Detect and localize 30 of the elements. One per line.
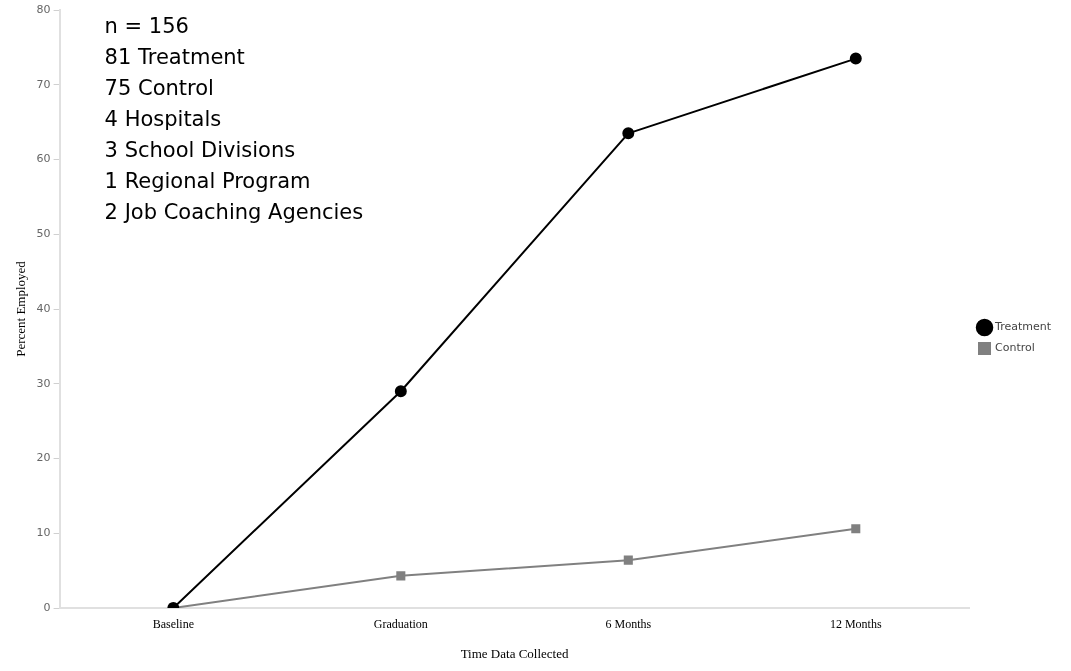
- legend-label: Treatment: [994, 320, 1052, 334]
- y-axis-title: Percent Employed: [13, 260, 29, 357]
- y-tick-label: 20: [36, 451, 51, 465]
- x-tick-label: Baseline: [152, 617, 194, 632]
- y-tick-label: 80: [36, 2, 51, 16]
- point: [849, 52, 862, 65]
- point: [623, 555, 633, 565]
- x-tick-label: Graduation: [373, 617, 428, 632]
- y-tick-label: 10: [36, 526, 51, 540]
- annotation: 1 Regional Program: [104, 169, 311, 194]
- point: [851, 524, 861, 534]
- x-axis-title: Time Data Collected: [460, 645, 569, 661]
- y-tick-label: 40: [36, 301, 51, 315]
- annotation: 81 Treatment: [104, 45, 245, 70]
- x-tick-label: 12 Months: [829, 617, 882, 632]
- annotation: 4 Hospitals: [104, 107, 222, 132]
- y-tick-label: 60: [36, 152, 51, 166]
- annotation: n = 156: [104, 14, 189, 39]
- annotation: 2 Job Coaching Agencies: [104, 200, 364, 225]
- y-tick-label: 0: [43, 600, 51, 614]
- point: [622, 127, 635, 140]
- point: [394, 385, 407, 398]
- y-tick-label: 70: [36, 77, 51, 91]
- annotation: 3 School Divisions: [104, 138, 296, 163]
- y-tick-label: 50: [36, 227, 51, 241]
- x-tick-label: 6 Months: [605, 617, 652, 632]
- annotation: 75 Control: [104, 76, 214, 101]
- point: [396, 571, 406, 581]
- y-tick-label: 30: [36, 376, 51, 390]
- legend-label: Control: [995, 341, 1035, 355]
